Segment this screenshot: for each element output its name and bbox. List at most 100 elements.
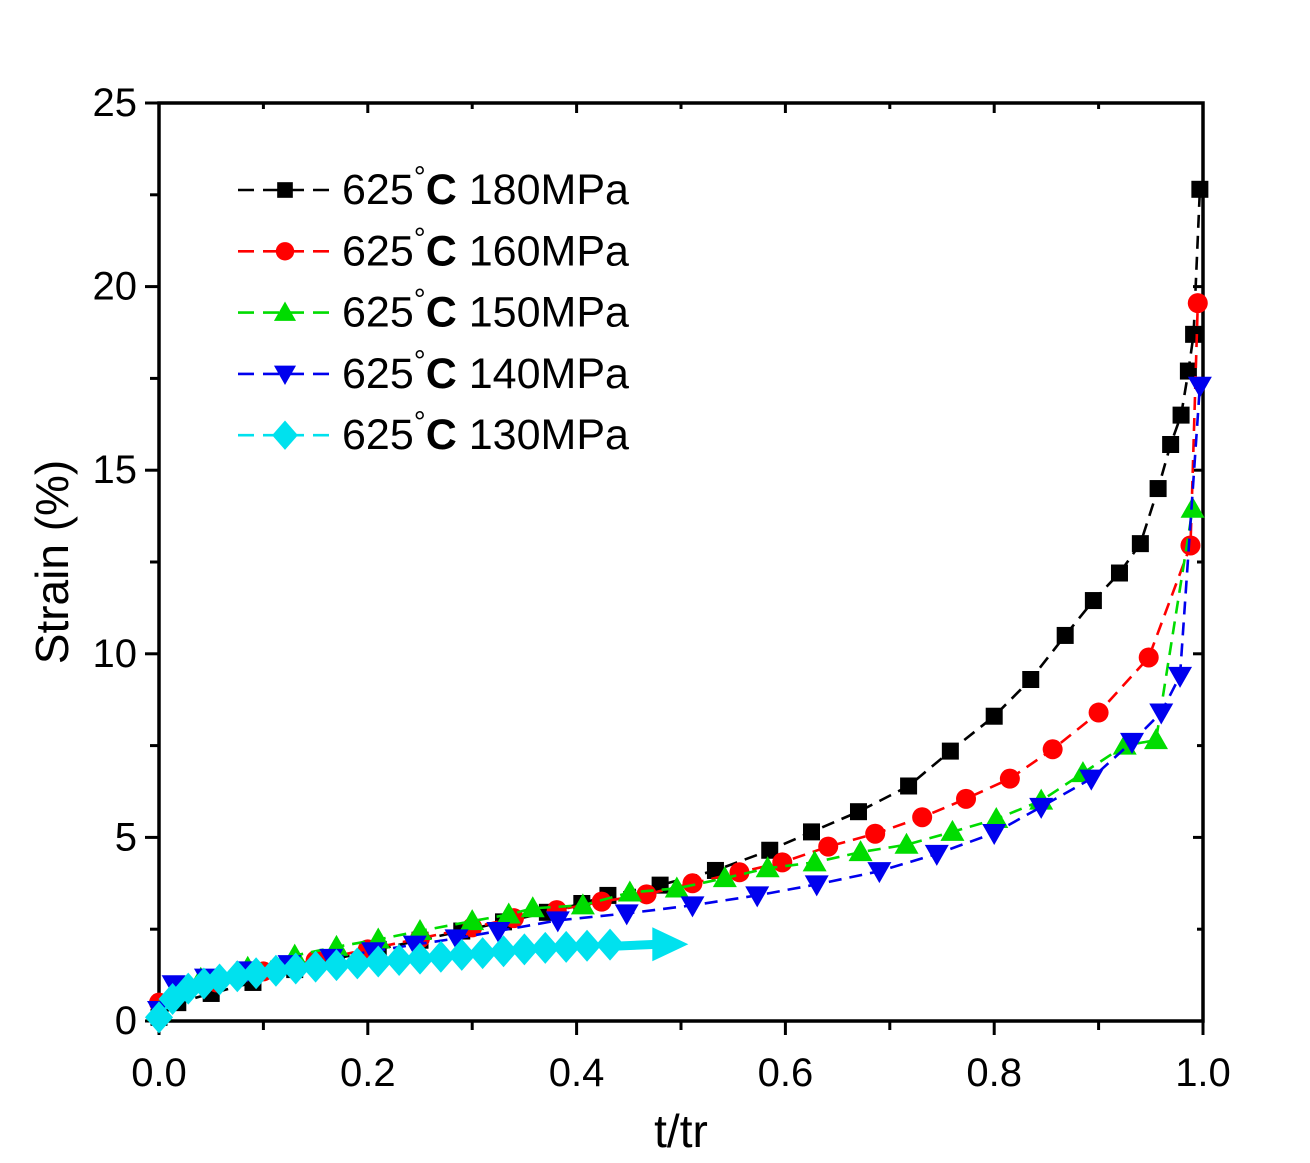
data-point-marker (1144, 728, 1169, 750)
data-point-marker (145, 1001, 173, 1034)
data-point-marker (591, 891, 612, 912)
data-point-marker (1079, 769, 1104, 791)
data-point-marker (408, 919, 432, 941)
legend-label: 625°C 140MPa (342, 344, 629, 398)
data-point-marker (912, 807, 933, 828)
data-point-marker (460, 909, 485, 931)
data-point-marker (1162, 435, 1180, 453)
x-tick-label: 0.2 (340, 1051, 396, 1095)
data-point-marker (984, 807, 1009, 829)
legend-item-130MPa: 625°C 130MPa (238, 406, 629, 460)
data-point-marker (1110, 564, 1128, 582)
legend-item-160MPa: 625°C 160MPa (238, 222, 629, 275)
data-point-marker (849, 803, 867, 821)
data-point-marker (1088, 702, 1109, 723)
data-point-marker (706, 861, 724, 879)
data-point-marker (982, 823, 1007, 845)
data-point-marker (531, 931, 560, 964)
x-tick-label: 0.0 (131, 1051, 187, 1095)
data-point-marker (406, 942, 434, 975)
data-point-marker (1029, 797, 1054, 819)
legend-item-140MPa: 625°C 140MPa (238, 344, 629, 398)
legend-label: 625°C 180MPa (342, 161, 629, 215)
axis-ticks (145, 101, 1205, 1035)
data-point-marker (867, 862, 892, 884)
data-point-marker (573, 929, 602, 962)
data-point-marker (865, 823, 886, 844)
data-point-marker (1149, 703, 1174, 725)
ongoing-arrow-annotation (612, 927, 689, 962)
data-point-marker (343, 947, 372, 980)
data-point-marker (1131, 535, 1149, 553)
data-point-marker (804, 875, 829, 897)
data-point-marker (570, 893, 595, 915)
series-180MPa (150, 180, 1209, 1026)
data-point-marker (941, 742, 959, 760)
data-point-marker (510, 933, 539, 966)
y-tick-labels: 0 5 10 15 20 25 (93, 81, 138, 1043)
data-point-marker (261, 954, 290, 987)
data-point-marker (281, 952, 310, 985)
data-point-marker (985, 707, 1003, 725)
series-line (157, 385, 1202, 1011)
data-point-marker (272, 420, 298, 450)
data-point-marker (223, 960, 252, 993)
data-point-marker (1042, 739, 1063, 760)
data-point-marker (614, 904, 639, 926)
arrow-head (652, 927, 689, 962)
data-point-marker (712, 866, 737, 888)
data-point-marker (301, 950, 330, 983)
x-tick-label: 0.8 (966, 1051, 1022, 1095)
data-point-marker (275, 242, 295, 261)
plot-frame (157, 101, 1205, 1023)
legend-item-150MPa: 625°C 150MPa (238, 283, 629, 337)
y-tick-label: 5 (115, 815, 137, 859)
data-point-marker (940, 819, 965, 841)
data-point-marker (802, 850, 827, 872)
data-point-marker (956, 788, 977, 809)
data-point-marker (520, 896, 545, 918)
data-point-marker (322, 949, 351, 982)
data-point-marker (1149, 480, 1167, 498)
series-140MPa (147, 376, 1212, 1022)
data-point-marker (552, 930, 581, 963)
data-point-marker (1187, 293, 1208, 314)
x-tick-label: 0.4 (549, 1051, 605, 1095)
legend-label: 625°C 130MPa (342, 406, 629, 460)
data-point-marker (745, 886, 770, 908)
y-tick-label: 25 (93, 81, 138, 125)
x-tick-labels: 0.0 0.2 0.4 0.6 0.8 1.0 (131, 1051, 1231, 1095)
data-point-marker (1191, 180, 1209, 198)
legend: 625°C 180MPa 625°C 160MPa 625°C 150MPa 625°… (238, 161, 629, 460)
data-point-marker (402, 935, 427, 957)
data-point-marker (273, 301, 297, 321)
data-point-marker (545, 911, 570, 933)
data-point-marker (803, 823, 820, 841)
data-point-marker (1172, 406, 1190, 424)
data-point-marker (1084, 592, 1102, 610)
data-point-marker (755, 856, 780, 878)
data-point-marker (924, 844, 949, 866)
data-point-marker (273, 365, 297, 385)
y-tick-label: 10 (93, 632, 138, 676)
data-point-marker (468, 937, 497, 970)
data-point-marker (496, 902, 521, 924)
y-tick-label: 15 (93, 448, 138, 492)
data-point-marker (596, 928, 625, 961)
data-point-marker (444, 929, 469, 951)
series-160MPa (149, 293, 1208, 1013)
data-point-marker (1022, 671, 1040, 689)
data-point-marker (1168, 666, 1193, 688)
data-point-marker (1187, 376, 1212, 398)
legend-label: 625°C 150MPa (342, 283, 629, 337)
arrow-shaft (612, 939, 659, 951)
data-point-marker (894, 832, 919, 854)
y-tick-label: 20 (93, 265, 138, 309)
data-point-marker (999, 768, 1020, 789)
data-point-marker (682, 873, 703, 894)
series-130MPa (145, 928, 625, 1034)
data-point-marker (1120, 732, 1145, 754)
data-point-marker (1180, 535, 1201, 556)
data-point-marker (1185, 325, 1203, 343)
